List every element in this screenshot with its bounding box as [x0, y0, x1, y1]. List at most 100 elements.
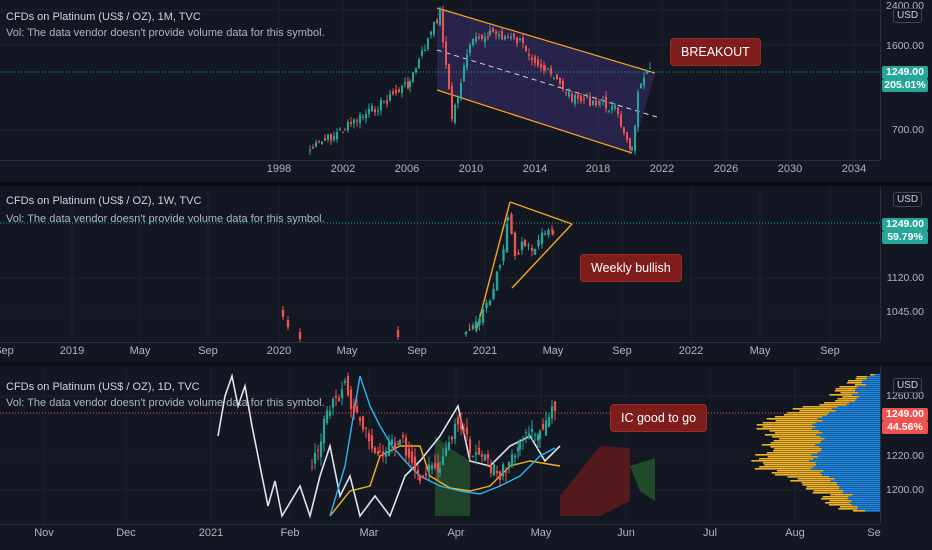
- volume-profile-bar: [813, 458, 880, 460]
- weekly-bullish-callout[interactable]: Weekly bullish: [580, 254, 682, 282]
- volume-profile-bar: [819, 430, 880, 432]
- volume-profile-bar: [774, 474, 823, 476]
- volume-profile-bar: [815, 462, 880, 464]
- candle-body: [333, 135, 335, 141]
- candle-body: [395, 89, 397, 93]
- x-tick: Sep: [612, 345, 632, 357]
- candle-body: [374, 109, 376, 113]
- candle-body: [485, 302, 488, 308]
- volume-profile-bar: [839, 386, 858, 388]
- volume-profile-bar: [840, 392, 859, 394]
- volume-profile-bar: [862, 380, 880, 382]
- candle-body: [536, 434, 540, 441]
- candle-body: [436, 462, 440, 472]
- currency-button[interactable]: USD: [893, 192, 923, 207]
- x-tick: 2026: [713, 163, 739, 175]
- x-tick: 2022: [678, 345, 704, 357]
- weekly-chart-canvas[interactable]: [0, 186, 880, 342]
- y-tick: 1220.00: [886, 450, 924, 462]
- x-tick: 2002: [330, 163, 356, 175]
- ichimoku-callout[interactable]: IC good to go: [610, 404, 708, 432]
- candle-body: [324, 137, 326, 141]
- x-tick: Apr: [447, 527, 465, 539]
- currency-button[interactable]: USD: [893, 378, 923, 393]
- volume-profile-bar: [821, 440, 880, 442]
- candle-body: [383, 100, 385, 102]
- last-price-tag: 1249.00: [882, 66, 928, 79]
- candle-body: [396, 444, 400, 446]
- candle-body: [370, 435, 374, 449]
- volume-profile-bar: [855, 390, 880, 392]
- candle-body: [439, 9, 441, 26]
- candle-body: [316, 449, 320, 451]
- volume-profile-bar: [852, 394, 880, 396]
- x-tick: 2030: [777, 163, 803, 175]
- volume-profile-bar: [827, 414, 880, 416]
- candle-body: [483, 454, 487, 461]
- monthly-chart-canvas[interactable]: [0, 0, 880, 160]
- candle-body: [602, 99, 604, 102]
- price-axis[interactable]: 1120.00 1045.00: [880, 186, 932, 342]
- pane-separator[interactable]: [0, 362, 932, 366]
- candle-body: [433, 463, 437, 469]
- last-price-tag: 1249.00: [882, 218, 928, 231]
- candle-body: [599, 101, 601, 104]
- volume-profile-bar: [806, 486, 840, 488]
- candle-body: [643, 77, 645, 86]
- candle-body: [507, 36, 509, 38]
- volume-profile-bar: [756, 428, 813, 430]
- volume-profile-bar: [865, 510, 880, 512]
- volume-profile-bar: [751, 460, 810, 462]
- channel-fill: [437, 8, 655, 153]
- candle-body: [502, 249, 505, 262]
- candle-body: [492, 464, 496, 476]
- volume-profile-bar: [858, 392, 880, 394]
- candle-body: [444, 448, 448, 456]
- ichimoku-cloud-red: [560, 446, 630, 516]
- monthly-pane[interactable]: CFDs on Platinum (US$ / OZ), 1M, TVC Vol…: [0, 0, 932, 178]
- candle-body: [401, 85, 403, 94]
- currency-button[interactable]: USD: [893, 8, 923, 23]
- volume-profile-bar: [851, 504, 880, 506]
- volume-profile-bar: [813, 490, 844, 492]
- candle-body: [427, 38, 429, 49]
- volume-profile-bar: [856, 376, 868, 378]
- x-tick: Aug: [785, 527, 805, 539]
- candle-body: [541, 423, 545, 430]
- lagging-span-line: [217, 372, 561, 519]
- time-axis[interactable]: Nov Dec 2021 Feb Mar Apr May Jun Jul Aug…: [0, 524, 881, 543]
- candle-body: [626, 132, 628, 140]
- candle-body: [387, 440, 391, 456]
- candle-body: [347, 121, 349, 131]
- candle-body: [518, 441, 522, 450]
- candle-body: [418, 59, 420, 69]
- volume-profile-bar: [775, 420, 823, 422]
- candle-body: [547, 230, 550, 235]
- volume-profile-bar: [846, 404, 880, 406]
- candle-body: [507, 461, 511, 467]
- candle-body: [456, 417, 460, 425]
- price-axis[interactable]: 1260.00 1220.00 1200.00: [880, 366, 932, 524]
- candle-body: [513, 455, 517, 458]
- candle-body: [457, 96, 459, 104]
- daily-chart-canvas[interactable]: [0, 366, 880, 524]
- y-tick: 1200.00: [886, 484, 924, 496]
- candle-body: [447, 442, 451, 450]
- daily-pane[interactable]: CFDs on Platinum (US$ / OZ), 1D, TVC Vol…: [0, 366, 932, 550]
- candle-body: [533, 434, 537, 436]
- candle-body: [281, 310, 285, 317]
- time-axis[interactable]: Sep 2019 May Sep 2020 May Sep 2021 May S…: [0, 342, 880, 361]
- breakout-callout[interactable]: BREAKOUT: [670, 38, 761, 66]
- candle-body: [484, 36, 486, 43]
- candle-body: [550, 406, 554, 419]
- candle-body: [365, 113, 367, 119]
- pane-title: CFDs on Platinum (US$ / OZ), 1M, TVC: [6, 11, 201, 23]
- time-axis[interactable]: 1998 2002 2006 2010 2014 2018 2022 2026 …: [0, 160, 880, 179]
- weekly-pane[interactable]: CFDs on Platinum (US$ / OZ), 1W, TVC Vol…: [0, 186, 932, 362]
- x-tick: 1998: [266, 163, 292, 175]
- volume-profile-bar: [815, 426, 880, 428]
- ichimoku-cloud-green: [435, 436, 470, 516]
- pane-separator[interactable]: [0, 182, 932, 186]
- candle-body: [430, 465, 434, 470]
- volume-profile-bar: [874, 374, 880, 376]
